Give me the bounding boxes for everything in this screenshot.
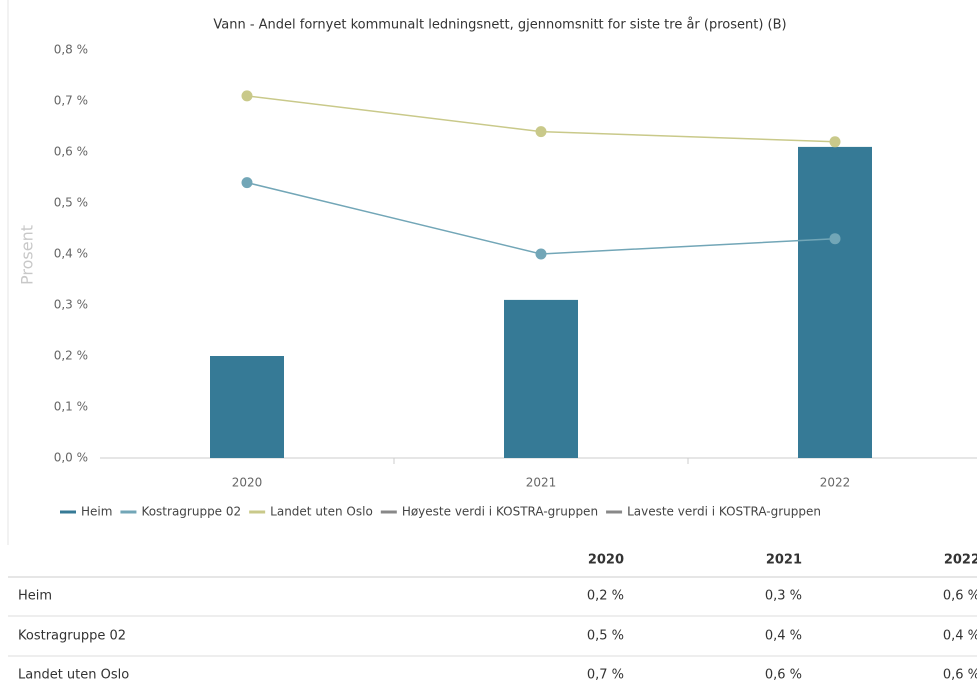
point <box>241 90 253 102</box>
bar <box>210 356 284 458</box>
table-cell: 0,6 % <box>943 668 977 683</box>
table-cell: 0,4 % <box>943 629 977 644</box>
row-label: Heim <box>18 589 52 604</box>
table-header: 2021 <box>766 553 802 568</box>
legend-label: Landet uten Oslo <box>270 505 373 519</box>
chart-title: Vann - Andel fornyet kommunalt ledningsn… <box>213 18 786 33</box>
y-tick-label: 0,6 % <box>54 145 88 159</box>
table-cell: 0,6 % <box>765 668 802 683</box>
point <box>535 126 547 138</box>
row-label: Landet uten Oslo <box>18 668 129 683</box>
y-tick-label: 0,2 % <box>54 349 88 363</box>
point <box>535 248 547 260</box>
bar <box>504 299 578 458</box>
y-tick-label: 0,8 % <box>54 43 88 57</box>
point <box>829 233 841 245</box>
point <box>829 136 841 148</box>
y-tick-label: 0,7 % <box>54 94 88 108</box>
table-header: 2020 <box>588 553 624 568</box>
x-tick-label: 2022 <box>820 476 851 490</box>
y-axis-label: Prosent <box>18 225 37 285</box>
line <box>246 181 836 255</box>
legend-label: Heim <box>81 505 112 519</box>
y-tick-label: 0,4 % <box>54 247 88 261</box>
point <box>241 177 253 189</box>
legend-label: Laveste verdi i KOSTRA-gruppen <box>627 505 821 519</box>
table-header: 2022 <box>944 553 977 568</box>
y-tick-label: 0,5 % <box>54 196 88 210</box>
y-tick-label: 0,1 % <box>54 400 88 414</box>
x-tick-label: 2021 <box>526 476 557 490</box>
table-cell: 0,6 % <box>943 589 977 604</box>
table-cell: 0,3 % <box>765 589 802 604</box>
y-tick-label: 0,0 % <box>54 451 88 465</box>
bar <box>798 146 872 458</box>
table-cell: 0,2 % <box>587 589 624 604</box>
x-tick-label: 2020 <box>232 476 263 490</box>
row-label: Kostragruppe 02 <box>18 629 126 644</box>
legend-label: Høyeste verdi i KOSTRA-gruppen <box>402 505 598 519</box>
table-cell: 0,4 % <box>765 629 802 644</box>
legend-label: Kostragruppe 02 <box>141 505 241 519</box>
table-cell: 0,7 % <box>587 668 624 683</box>
table-cell: 0,5 % <box>587 629 624 644</box>
y-tick-label: 0,3 % <box>54 298 88 312</box>
